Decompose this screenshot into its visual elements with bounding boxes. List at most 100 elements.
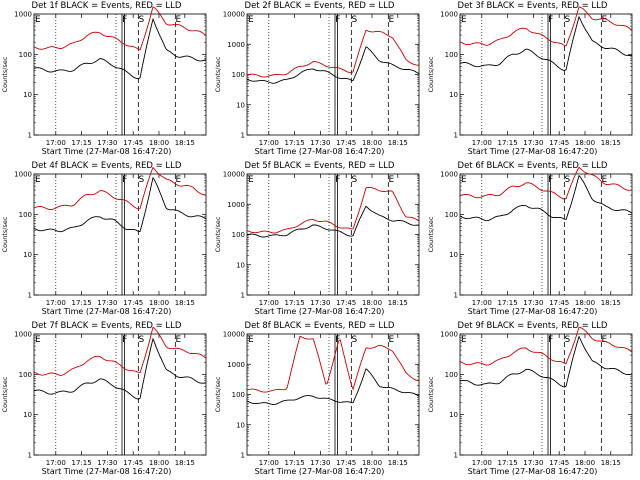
events-series-line [33,176,207,233]
x-tick-label: 17:15 [71,299,91,307]
x-tick-label: 18:00 [149,139,169,147]
event-marker-label: E [461,15,467,25]
x-axis-label: Start Time (27-Mar-08 16:47:20) [41,467,172,476]
panel-title: Det 3f BLACK = Events, RED = LLD [457,1,608,11]
x-tick-label: 18:15 [175,459,195,467]
x-tick-label: 17:45 [336,139,356,147]
y-tick-label: 1000 [227,361,245,369]
plot-frame [459,333,633,456]
y-axis-label: Counts/sec [427,216,435,252]
x-tick-label: 17:45 [549,139,569,147]
y-tick-label: 100 [445,51,458,59]
y-axis-label: Counts/sec [1,56,9,92]
y-tick-label: 1 [454,292,458,300]
x-tick-label: 18:00 [575,459,595,467]
events-series-line [246,205,420,238]
event-marker-label: E [388,175,394,185]
event-marker-label: E [175,335,181,345]
event-marker-label: F [335,15,340,25]
x-tick-label: 17:30 [310,139,330,147]
panel-title: Det 6f BLACK = Events, RED = LLD [457,161,608,171]
x-tick-label: 18:15 [175,139,195,147]
event-marker-label: E [35,175,41,185]
y-tick-label: 1000 [440,11,458,19]
x-tick-label: 18:00 [149,299,169,307]
event-marker-label: S [351,335,357,345]
x-tick-label: 18:15 [601,299,621,307]
events-series-line [33,17,207,80]
event-marker-label: F [548,175,553,185]
event-marker-label: S [138,15,144,25]
event-marker-label: S [564,175,570,185]
y-tick-label: 10 [449,411,458,419]
y-axis-label: Counts/sec [214,376,222,412]
x-tick-label: 18:00 [575,299,595,307]
plot-frame [33,173,207,296]
x-tick-label: 18:15 [175,299,195,307]
event-marker-label: S [138,175,144,185]
y-tick-label: 1 [28,132,32,140]
x-tick-label: 18:15 [601,459,621,467]
x-tick-label: 17:00 [259,299,279,307]
event-marker-label: E [388,335,394,345]
lld-series-line [246,29,420,78]
x-axis-label: Start Time (27-Mar-08 16:47:20) [467,307,598,316]
y-tick-label: 1 [241,292,245,300]
y-tick-label: 100 [19,371,32,379]
event-marker-label: E [35,335,41,345]
event-marker-label: S [564,335,570,345]
x-tick-label: 18:15 [388,299,408,307]
x-tick-label: 17:45 [549,459,569,467]
x-tick-label: 17:45 [549,299,569,307]
y-tick-label: 100 [445,371,458,379]
lld-series-line [33,6,207,51]
detector-panel: Det 5f BLACK = Events, RED = LLD Start Ti… [213,160,426,320]
x-tick-label: 17:15 [284,459,304,467]
detector-panel: Det 8f BLACK = Events, RED = LLD Start Ti… [213,320,426,480]
y-tick-label: 100 [232,71,245,79]
y-tick-label: 1000 [227,41,245,49]
event-marker-label: S [351,175,357,185]
y-tick-label: 10 [449,251,458,259]
event-marker-label: F [122,15,127,25]
x-tick-label: 17:15 [71,459,91,467]
x-tick-label: 17:30 [523,459,543,467]
events-series-line [459,15,632,71]
y-tick-label: 1000 [440,171,458,179]
y-axis-label: Counts/sec [427,376,435,412]
event-marker-label: E [461,335,467,345]
y-tick-label: 1000 [440,331,458,339]
event-marker-label: S [351,15,357,25]
events-series-line [459,335,633,388]
x-tick-label: 17:00 [259,459,279,467]
x-axis-label: Start Time (27-Mar-08 16:47:20) [467,467,598,476]
x-tick-label: 17:30 [97,459,117,467]
x-axis-label: Start Time (27-Mar-08 16:47:20) [254,467,385,476]
event-marker-label: E [35,15,41,25]
x-tick-label: 17:15 [497,459,517,467]
y-axis-label: Counts/sec [1,376,9,412]
detector-panel: Det 7f BLACK = Events, RED = LLD Start Ti… [0,320,213,480]
y-tick-label: 1 [28,292,32,300]
y-tick-label: 1000 [14,11,32,19]
event-marker-label: F [335,335,340,345]
chart-svg: Counts/sec 1 10 100 1000 10000 17:00 17:15 17:30… [214,11,420,147]
detector-panel: Det 3f BLACK = Events, RED = LLD Start Ti… [426,0,639,160]
event-marker-label: E [248,175,254,185]
panel-title: Det 5f BLACK = Events, RED = LLD [244,161,395,171]
y-tick-label: 10 [236,101,245,109]
x-tick-label: 17:00 [472,299,492,307]
panel-title: Det 8f BLACK = Events, RED = LLD [244,321,395,331]
y-tick-label: 10 [23,91,32,99]
x-tick-label: 17:00 [472,459,492,467]
y-tick-label: 1000 [14,171,32,179]
event-marker-label: E [248,335,254,345]
y-axis-label: Counts/sec [214,216,222,252]
x-axis-label: Start Time (27-Mar-08 16:47:20) [467,147,598,156]
event-marker-label: F [335,175,340,185]
lld-series-line [246,186,420,234]
y-tick-label: 100 [232,231,245,239]
x-tick-label: 18:00 [362,459,382,467]
y-tick-label: 10 [449,91,458,99]
detector-panel: Det 4f BLACK = Events, RED = LLD Start Ti… [0,160,213,320]
